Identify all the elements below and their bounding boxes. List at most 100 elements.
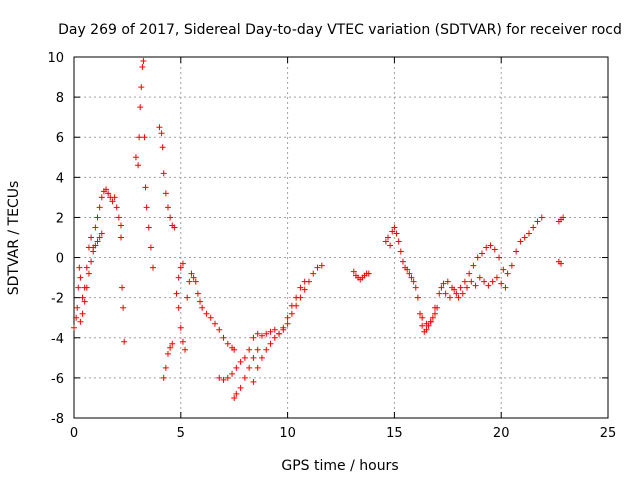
data-point	[288, 310, 295, 317]
data-point	[485, 282, 492, 289]
data-point	[119, 284, 126, 291]
data-point	[117, 222, 124, 229]
data-point	[145, 224, 152, 231]
data-point	[560, 214, 567, 221]
data-point	[513, 248, 520, 255]
data-point	[94, 238, 101, 245]
data-point	[254, 364, 261, 371]
data-points	[71, 58, 567, 401]
data-point	[103, 186, 110, 193]
series-s18	[555, 258, 565, 267]
data-point	[73, 314, 80, 321]
data-point	[121, 338, 128, 345]
y-tick-label: -2	[51, 292, 64, 307]
data-point	[521, 234, 528, 241]
data-point	[237, 358, 244, 365]
data-point	[318, 262, 325, 269]
data-point	[250, 378, 257, 385]
data-point	[92, 224, 99, 231]
data-point	[258, 354, 265, 361]
data-point	[387, 242, 394, 249]
data-point	[167, 214, 174, 221]
data-point	[250, 354, 257, 361]
data-point	[271, 334, 278, 341]
y-tick-labels: -8 -6 -4 -2 0 2 4 6 8 10	[47, 51, 64, 427]
series-s10	[231, 346, 261, 401]
grid	[74, 57, 608, 418]
data-point	[224, 374, 231, 381]
data-point	[491, 246, 498, 253]
data-point	[83, 284, 90, 291]
data-point	[391, 224, 398, 231]
data-point	[442, 290, 449, 297]
data-point	[440, 280, 447, 287]
data-point	[395, 238, 402, 245]
data-point	[271, 326, 278, 333]
data-point	[186, 278, 193, 285]
data-point	[132, 154, 139, 161]
data-point	[498, 280, 505, 287]
series-s6	[160, 340, 176, 381]
data-point	[164, 350, 171, 357]
data-point	[500, 266, 507, 273]
data-point	[429, 314, 436, 321]
data-point	[310, 270, 317, 277]
y-tick-label: 4	[56, 171, 64, 186]
data-point	[284, 314, 291, 321]
data-point	[538, 214, 545, 221]
data-point	[301, 286, 308, 293]
x-tick-label: 10	[279, 426, 296, 441]
data-point	[77, 318, 84, 325]
data-point	[466, 270, 473, 277]
data-point	[406, 270, 413, 277]
data-point	[159, 144, 166, 151]
data-point	[459, 290, 466, 297]
data-point	[382, 238, 389, 245]
data-point	[397, 248, 404, 255]
data-point	[75, 284, 82, 291]
data-point	[211, 320, 218, 327]
data-point	[140, 58, 147, 65]
y-tick-label: -4	[51, 332, 64, 347]
data-point	[301, 278, 308, 285]
data-point	[138, 84, 145, 91]
series-s3	[117, 234, 128, 345]
data-point	[77, 274, 84, 281]
data-point	[88, 258, 95, 265]
data-point	[177, 324, 184, 331]
data-point	[478, 250, 485, 257]
y-tick-label: 10	[47, 51, 64, 66]
y-tick-label: 2	[56, 211, 64, 226]
data-point	[558, 260, 565, 267]
data-point	[481, 278, 488, 285]
data-point	[457, 284, 464, 291]
data-point	[142, 184, 149, 191]
data-point	[71, 324, 77, 331]
data-point	[455, 294, 462, 301]
series-s17	[555, 214, 567, 225]
data-point	[158, 130, 165, 137]
x-tick-label: 15	[386, 426, 403, 441]
y-tick-label: 0	[56, 252, 64, 267]
data-point	[246, 364, 253, 371]
data-point	[350, 268, 357, 275]
data-point	[474, 254, 481, 261]
data-point	[314, 264, 321, 271]
data-point	[419, 322, 426, 329]
data-point	[258, 332, 265, 339]
data-point	[534, 218, 541, 225]
data-point	[169, 340, 176, 347]
data-point	[263, 346, 270, 353]
data-point	[150, 264, 157, 271]
data-point	[192, 278, 199, 285]
data-point	[417, 310, 424, 317]
x-axis-label: GPS time / hours	[281, 458, 398, 474]
data-point	[530, 224, 537, 231]
data-point	[147, 244, 154, 251]
data-point	[175, 304, 182, 311]
data-point	[111, 194, 118, 201]
series-s16	[438, 274, 509, 301]
data-point	[365, 270, 372, 277]
